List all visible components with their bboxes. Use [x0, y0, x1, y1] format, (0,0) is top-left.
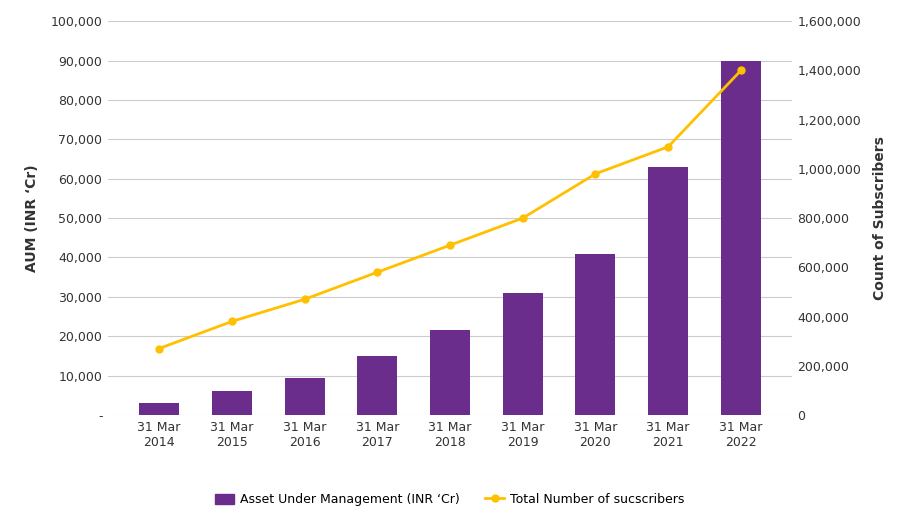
Bar: [721, 61, 760, 415]
Bar: [284, 378, 325, 415]
Bar: [212, 392, 252, 415]
Legend: Asset Under Management (INR ‘Cr), Total Number of sucscribers: Asset Under Management (INR ‘Cr), Total …: [211, 488, 689, 511]
Bar: [503, 293, 543, 415]
Bar: [575, 254, 616, 415]
Bar: [648, 167, 688, 415]
Bar: [357, 356, 397, 415]
Bar: [140, 403, 179, 415]
Bar: [430, 330, 470, 415]
Y-axis label: AUM (INR ‘Cr): AUM (INR ‘Cr): [25, 164, 40, 272]
Y-axis label: Count of Subscribers: Count of Subscribers: [872, 136, 886, 300]
